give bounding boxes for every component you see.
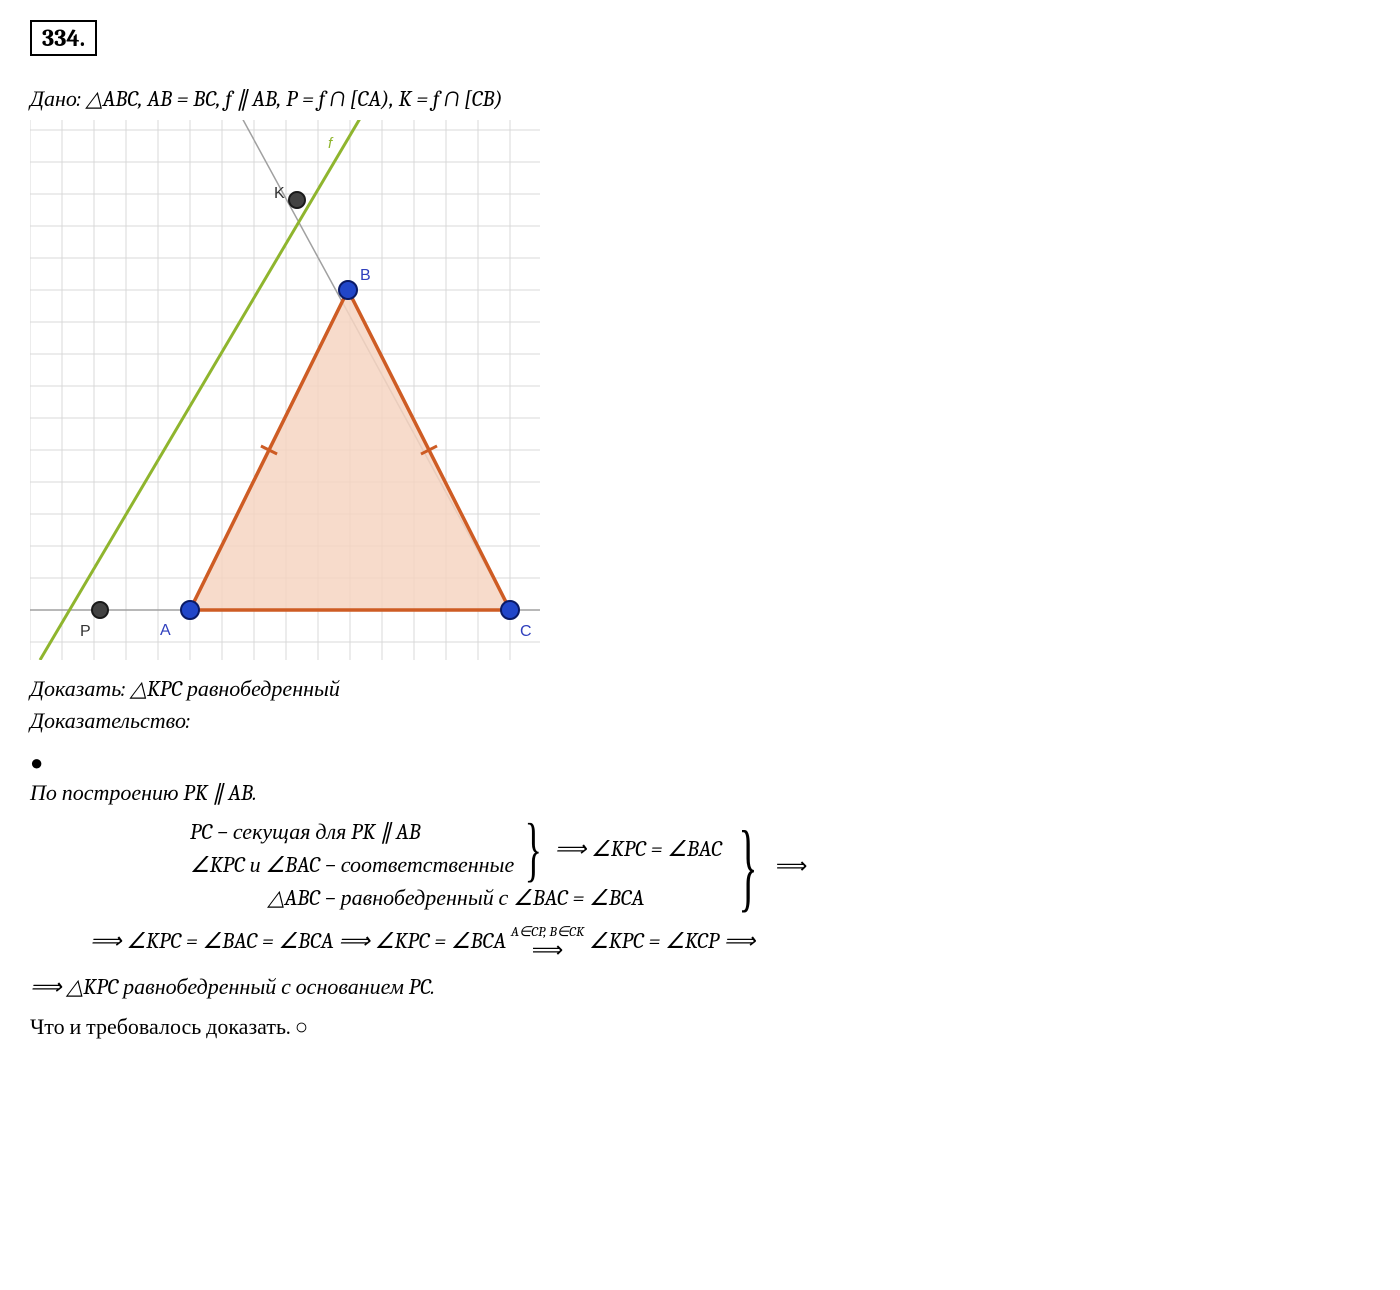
svg-text:P: P xyxy=(80,623,91,640)
block1-line1: PC − секущая для PK ∥ AB xyxy=(190,816,514,849)
svg-text:A: A xyxy=(160,622,171,639)
proof-label-line: Доказательство: xyxy=(30,708,1370,734)
svg-text:B: B xyxy=(360,267,371,284)
qed-line: Что и требовалось доказать. ○ xyxy=(30,1014,1370,1040)
line2-a: ⟹ ∠KPC = ∠BAC = ∠BCA ⟹ ∠KPC = ∠BCA xyxy=(90,928,511,954)
brace-big-icon: } xyxy=(738,826,757,906)
given-line: Дано: △ABC, AB = BC, f ∥ AB, P = f ∩ [CA… xyxy=(30,86,1370,112)
block1-line2: ∠KPC и ∠BAC − соответственные xyxy=(190,849,514,882)
prove-math: : △KPC равнобедренный xyxy=(121,676,340,702)
proof-line-1: По построению PK ∥ AB. xyxy=(30,780,1370,806)
block1-line3: △ABC − равнобедренный с ∠BAC = ∠BCA xyxy=(190,882,722,915)
block1-final-implies: ⟹ xyxy=(776,849,808,882)
implies-with-sup: A∈CP, B∈CK ⟹ xyxy=(511,925,584,961)
math-block-3: ⟹ △KPC равнобедренный с основанием PC. xyxy=(30,971,1370,1004)
problem-number: 334. xyxy=(30,20,97,56)
implies-mid: ⟹ xyxy=(532,939,564,961)
math-block-2: ⟹ ∠KPC = ∠BAC = ∠BCA ⟹ ∠KPC = ∠BCA A∈CP,… xyxy=(30,925,1370,961)
given-label: Дано xyxy=(30,86,77,112)
math-block-1: PC − секущая для PK ∥ AB ∠KPC и ∠BAC − с… xyxy=(30,816,1370,915)
geometry-figure: f P A C K B xyxy=(30,120,1370,666)
given-math: : △ABC, AB = BC, f ∥ AB, P = f ∩ [CA), K… xyxy=(77,86,503,112)
bullet: ● xyxy=(30,750,1370,776)
outer-brace-group: PC − секущая для PK ∥ AB ∠KPC и ∠BAC − с… xyxy=(190,816,807,915)
svg-text:C: C xyxy=(520,623,532,640)
prove-line: Доказать: △KPC равнобедренный xyxy=(30,676,1370,702)
inner-brace-group: PC − секущая для PK ∥ AB ∠KPC и ∠BAC − с… xyxy=(190,816,722,882)
svg-text:f: f xyxy=(328,135,334,152)
brace-icon: } xyxy=(525,820,542,878)
line2-b: ∠KPC = ∠KCP ⟹ xyxy=(589,928,755,954)
proof-colon: : xyxy=(186,708,190,734)
svg-text:K: K xyxy=(274,185,285,202)
figure-svg: f P A C K B xyxy=(30,120,540,660)
prove-label: Доказать xyxy=(30,676,121,702)
proof-label: Доказательство xyxy=(30,708,186,734)
block1-result: ⟹ ∠KPC = ∠BAC xyxy=(555,833,722,866)
